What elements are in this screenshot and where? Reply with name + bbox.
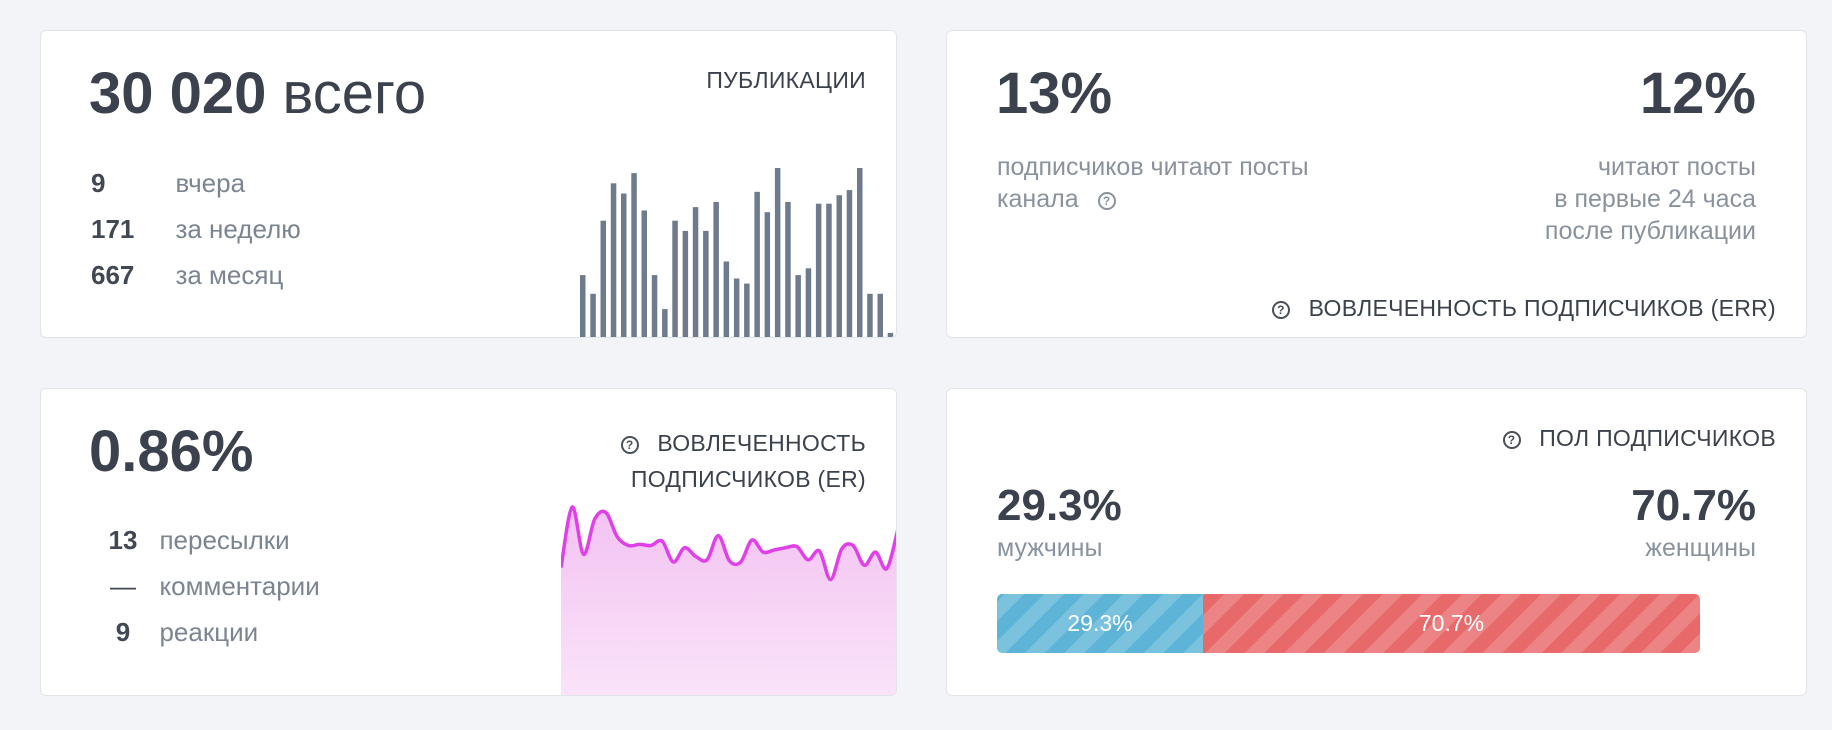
- publications-bar: [795, 275, 801, 337]
- stat-value: 13: [108, 525, 138, 555]
- publications-bar: [662, 309, 668, 337]
- question-circle-icon[interactable]: ?: [1271, 301, 1290, 319]
- stat-row-comments: — комментарии: [91, 571, 320, 617]
- err-right-value: 12%: [1639, 61, 1756, 126]
- er-title-line1: ВОВЛЕЧЕННОСТЬ: [657, 430, 866, 456]
- publications-bar: [887, 332, 894, 337]
- publications-bar: [805, 268, 812, 337]
- stat-label: комментарии: [159, 571, 320, 601]
- er-area-fill: [561, 506, 896, 695]
- err-right-text-line1: читают посты: [1597, 153, 1756, 181]
- err-right-text-line3: после публикации: [1544, 217, 1756, 245]
- publications-bar: [754, 191, 760, 337]
- gender-card: ? ПОЛ ПОДПИСЧИКОВ 29.3% мужчины 70.7% же…: [946, 388, 1807, 696]
- stat-label: за месяц: [175, 260, 284, 290]
- publications-bar: [713, 202, 719, 337]
- female-bar-segment: 70.7%: [1202, 594, 1700, 653]
- male-bar-segment: 29.3%: [997, 594, 1203, 653]
- publications-bar: [672, 220, 678, 337]
- stat-row-forwards: 13 пересылки: [91, 525, 320, 571]
- publications-stats: 9 вчера 171 за неделю 667 за месяц: [91, 168, 301, 306]
- stat-row-month: 667 за месяц: [91, 260, 301, 306]
- male-label: мужчины: [997, 534, 1103, 562]
- male-value: 29.3%: [997, 481, 1122, 530]
- stat-label: пересылки: [159, 525, 290, 555]
- stat-row-yesterday: 9 вчера: [91, 168, 301, 214]
- publications-bar: [723, 261, 730, 337]
- female-label: женщины: [1645, 534, 1756, 562]
- stat-label: реакции: [159, 617, 259, 647]
- stat-value: —: [110, 571, 136, 601]
- err-title: ? ВОВЛЕЧЕННОСТЬ ПОДПИСЧИКОВ (ERR): [1271, 295, 1776, 322]
- err-right-text-line2: в первые 24 часа: [1554, 185, 1756, 213]
- question-circle-icon[interactable]: ?: [620, 436, 639, 454]
- gender-bar: 29.3% 70.7%: [997, 594, 1700, 653]
- stat-value: 171: [91, 214, 135, 244]
- female-value: 70.7%: [1631, 481, 1756, 530]
- publications-bar: [610, 183, 617, 337]
- publications-bar: [764, 212, 771, 337]
- publications-total-value: 30 020: [89, 61, 267, 126]
- err-left-value: 13%: [996, 61, 1113, 126]
- publications-bar: [590, 293, 596, 337]
- publications-total-suffix: всего: [282, 61, 427, 126]
- publications-bar: [846, 190, 853, 337]
- stat-label: вчера: [175, 168, 246, 198]
- er-card: 0.86% ? ВОВЛЕЧЕННОСТЬ ПОДПИСЧИКОВ (ER) 1…: [40, 388, 897, 696]
- er-value: 0.86%: [89, 419, 254, 484]
- err-left-text-line1: подписчиков читают посты: [997, 153, 1309, 181]
- stat-value: 9: [91, 168, 106, 198]
- er-title: ? ВОВЛЕЧЕННОСТЬ ПОДПИСЧИКОВ (ER): [620, 425, 866, 497]
- publications-title: ПУБЛИКАЦИИ: [706, 67, 866, 93]
- err-left-description: подписчиков читают посты канала ?: [997, 151, 1309, 215]
- question-circle-icon[interactable]: ?: [1097, 192, 1116, 210]
- publications-bar: [641, 210, 647, 337]
- err-card: 13% подписчиков читают посты канала ? 12…: [946, 30, 1807, 338]
- stat-value: 667: [91, 260, 135, 290]
- publications-bar: [733, 278, 740, 337]
- publications-card: 30 020 всего ПУБЛИКАЦИИ 9 вчера 171 за н…: [40, 30, 897, 338]
- err-title-text: ВОВЛЕЧЕННОСТЬ ПОДПИСЧИКОВ (ERR): [1308, 295, 1776, 321]
- publications-bar: [692, 207, 699, 337]
- err-right-description: читают посты в первые 24 часа после публ…: [1545, 151, 1756, 247]
- er-area-chart: [561, 505, 896, 695]
- er-stats: 13 пересылки — комментарии 9 реакции: [91, 525, 320, 663]
- publications-bar: [857, 168, 863, 337]
- stat-row-week: 171 за неделю: [91, 214, 301, 260]
- publications-bar: [682, 230, 689, 337]
- stat-label: за неделю: [175, 214, 301, 244]
- err-left-text-line2: канала: [997, 185, 1079, 213]
- publications-bar: [600, 220, 606, 337]
- er-title-line2: ПОДПИСЧИКОВ (ER): [630, 466, 866, 492]
- publications-bar: [631, 173, 637, 337]
- publications-bar: [785, 202, 791, 337]
- publications-bar: [867, 293, 873, 337]
- publications-bar-chart: [580, 168, 894, 337]
- gender-title-text: ПОЛ ПОДПИСЧИКОВ: [1539, 425, 1776, 451]
- publications-bar: [703, 230, 709, 337]
- publications-bar: [836, 195, 842, 337]
- publications-bar: [744, 283, 750, 337]
- question-circle-icon[interactable]: ?: [1502, 431, 1521, 449]
- gender-title: ? ПОЛ ПОДПИСЧИКОВ: [1502, 425, 1776, 452]
- publications-bar: [815, 203, 822, 337]
- publications-bar: [877, 293, 883, 337]
- publications-total: 30 020 всего: [89, 65, 426, 123]
- publications-bar: [580, 275, 586, 337]
- publications-bar: [826, 203, 832, 337]
- stat-row-reactions: 9 реакции: [91, 617, 320, 663]
- publications-bar: [774, 168, 781, 337]
- er-line: [561, 505, 896, 582]
- stat-value: 9: [115, 617, 131, 647]
- publications-bar: [651, 275, 658, 337]
- publications-bar: [621, 193, 627, 337]
